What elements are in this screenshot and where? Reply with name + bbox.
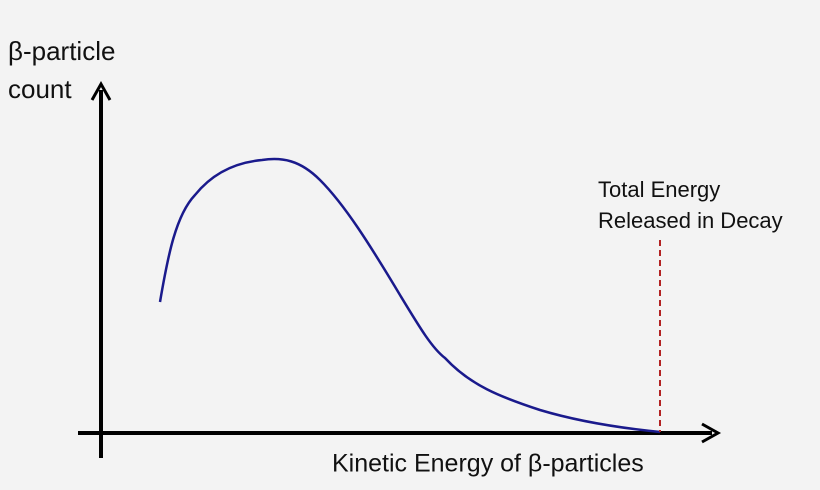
x-axis-label: Kinetic Energy of β-particles xyxy=(332,450,644,478)
x-axis-arrow xyxy=(701,422,722,444)
y-axis-label: count xyxy=(8,74,72,104)
y-axis-label: β-particle xyxy=(8,36,115,66)
y-axis-arrow xyxy=(90,80,112,101)
annotation: Released in Decay xyxy=(598,208,783,233)
spectrum-curve xyxy=(158,157,661,434)
annotation: Total Energy xyxy=(598,177,720,202)
